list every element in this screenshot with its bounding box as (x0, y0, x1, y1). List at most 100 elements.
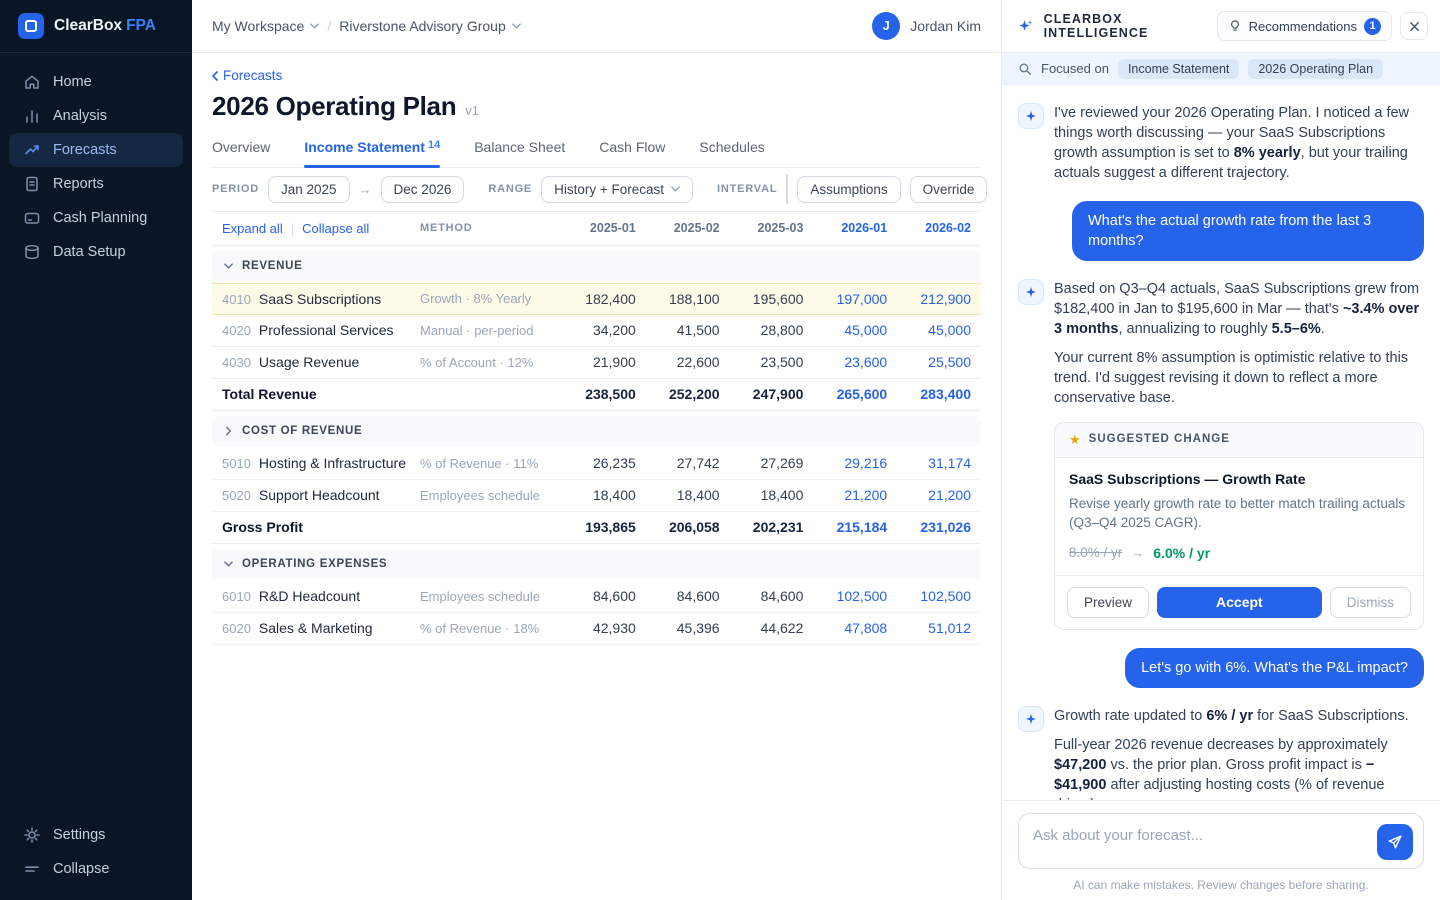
dismiss-button[interactable]: Dismiss (1329, 586, 1411, 618)
table-row-saas-subscriptions[interactable]: 4010 SaaS Subscriptions Growth · 8% Yearl… (212, 282, 981, 315)
sidebar-item-reports[interactable]: Reports (9, 167, 183, 201)
new-value: 6.0% / yr (1153, 544, 1211, 561)
table-row-support-headcount[interactable]: 5020 Support Headcount Employees schedule… (212, 480, 981, 512)
suggested-change-card: ★ SUGGESTED CHANGE SaaS Subscriptions — … (1054, 422, 1424, 630)
focus-context-bar: Focused on Income Statement 2026 Operati… (1002, 53, 1440, 85)
table-row-hosting-infrastructure[interactable]: 5010 Hosting & Infrastructure % of Revenu… (212, 448, 981, 480)
sidebar-item-collapse[interactable]: Collapse (9, 852, 183, 886)
table-row-sales-marketing[interactable]: 6020 Sales & Marketing % of Revenue · 18%… (212, 613, 981, 645)
database-icon (25, 244, 39, 260)
sidebar-item-label: Collapse (53, 861, 110, 877)
assumptions-button[interactable]: Assumptions (797, 175, 901, 203)
table-row-gross-profit: Gross Profit 193,865 206,058 202,231 215… (212, 512, 981, 544)
range-label: RANGE (488, 183, 533, 195)
version-badge: v1 (465, 102, 480, 118)
trending-up-icon (25, 145, 39, 155)
back-link[interactable]: Forecasts (212, 68, 282, 83)
focus-chip-income-statement[interactable]: Income Statement (1117, 58, 1240, 79)
table-row-professional-services[interactable]: 4020 Professional Services Manual · per-p… (212, 315, 981, 347)
sidebar-item-forecasts[interactable]: Forecasts (9, 133, 183, 167)
sidebar-item-label: Settings (53, 827, 106, 843)
ai-message: I've reviewed your 2026 Operating Plan. … (1018, 103, 1424, 183)
sidebar-item-label: Cash Planning (53, 210, 148, 226)
chat-input-area: AI can make mistakes. Review changes bef… (1002, 800, 1440, 900)
close-panel-button[interactable] (1400, 12, 1428, 40)
chevron-down-icon (224, 262, 233, 269)
tab-bar: Overview Income Statement 14 Balance Shee… (212, 139, 981, 168)
chat-input[interactable] (1019, 814, 1423, 868)
range-select[interactable]: History + Forecast (541, 175, 693, 203)
focus-chip-operating-plan[interactable]: 2026 Operating Plan (1248, 58, 1384, 79)
star-icon: ★ (1069, 432, 1081, 447)
brand-name: ClearBox FPA (54, 17, 156, 34)
sparkle-icon (1026, 713, 1036, 724)
chat-thread: I've reviewed your 2026 Operating Plan. … (1002, 85, 1440, 800)
table-row-total-revenue: Total Revenue 238,500 252,200 247,900 26… (212, 379, 981, 411)
column-header-method: METHOD (420, 222, 473, 234)
sidebar-item-label: Home (53, 74, 92, 90)
preview-button[interactable]: Preview (1067, 586, 1150, 618)
gear-icon (24, 827, 40, 843)
page-content: Forecasts 2026 Operating Plan v1 Overvie… (192, 53, 1001, 900)
table-row-usage-revenue[interactable]: 4030 Usage Revenue % of Account · 12% 21,… (212, 347, 981, 379)
section-header-revenue[interactable]: REVENUE (212, 250, 981, 281)
period-label: PERIOD (212, 183, 259, 195)
title-row: 2026 Operating Plan v1 (212, 91, 981, 122)
tab-income-statement[interactable]: Income Statement 14 (304, 139, 440, 168)
sidebar-item-home[interactable]: Home (9, 65, 183, 99)
interval-monthly[interactable]: M (787, 175, 788, 203)
tab-cash-flow[interactable]: Cash Flow (599, 138, 666, 155)
panel-title: CLEARBOX INTELLIGENCE (1043, 12, 1149, 40)
recommendations-button[interactable]: Recommendations 1 (1216, 11, 1392, 41)
sidebar-item-analysis[interactable]: Analysis (9, 99, 183, 133)
collapse-icon (25, 866, 39, 872)
sidebar-footer: Settings Collapse (0, 806, 192, 900)
send-button[interactable] (1377, 824, 1413, 860)
table-row-rd-headcount[interactable]: 6010 R&D Headcount Employees schedule 84,… (212, 581, 981, 613)
accept-button[interactable]: Accept (1157, 586, 1322, 618)
sidebar: ClearBox FPA Home Analysis Forecasts Repo… (0, 0, 192, 900)
chevron-down-icon (511, 23, 521, 29)
user-name: Jordan Kim (910, 18, 981, 34)
tab-schedules[interactable]: Schedules (699, 138, 765, 155)
home-icon (25, 75, 39, 89)
expand-all-link[interactable]: Expand all (222, 220, 283, 236)
close-icon (1409, 21, 1419, 31)
period-arrow: → (358, 181, 372, 197)
lightbulb-icon (1230, 20, 1239, 31)
ai-avatar (1018, 279, 1044, 305)
period-to-button[interactable]: Dec 2026 (380, 175, 465, 203)
breadcrumb-entity[interactable]: Riverstone Advisory Group (339, 18, 521, 34)
sidebar-item-data-setup[interactable]: Data Setup (9, 235, 183, 269)
column-header-forecast: 2026-02 (925, 221, 971, 235)
column-header: 2025-01 (589, 221, 636, 235)
chat-input-box (1018, 813, 1424, 869)
sidebar-item-cash-planning[interactable]: Cash Planning (9, 201, 183, 235)
chevron-right-icon (225, 426, 232, 435)
collapse-all-link[interactable]: Collapse all (302, 220, 370, 236)
section-header-operating-expenses[interactable]: OPERATING EXPENSES (212, 548, 981, 579)
send-icon (1388, 835, 1402, 849)
override-button[interactable]: Override (909, 175, 988, 203)
tree-controls: Expand all | Collapse all (222, 220, 370, 236)
breadcrumb-workspace[interactable]: My Workspace (212, 18, 320, 34)
column-header-forecast: 2026-01 (841, 221, 888, 235)
user-menu[interactable]: J Jordan Kim (872, 12, 981, 40)
section-header-cost-of-revenue[interactable]: COST OF REVENUE (212, 415, 981, 446)
table-header: Expand all | Collapse all METHOD 2025-01 2… (212, 212, 981, 246)
statement-table: Expand all | Collapse all METHOD 2025-01 2… (212, 212, 981, 645)
page-title: 2026 Operating Plan (212, 90, 457, 121)
sidebar-item-settings[interactable]: Settings (9, 818, 183, 852)
ai-message: Based on Q3–Q4 actuals, SaaS Subscriptio… (1018, 279, 1424, 630)
user-message-bubble: What's the actual growth rate from the l… (1072, 201, 1424, 261)
breadcrumb-label: My Workspace (212, 18, 305, 34)
interval-segmented-control: M Q Y (786, 174, 789, 204)
tab-overview[interactable]: Overview (212, 138, 271, 155)
tab-balance-sheet[interactable]: Balance Sheet (474, 138, 566, 155)
ai-avatar (1018, 705, 1044, 732)
chevron-down-icon (671, 186, 680, 192)
user-message: What's the actual growth rate from the l… (1018, 201, 1424, 261)
period-from-button[interactable]: Jan 2025 (267, 175, 350, 203)
breadcrumb-separator: / (327, 18, 332, 34)
